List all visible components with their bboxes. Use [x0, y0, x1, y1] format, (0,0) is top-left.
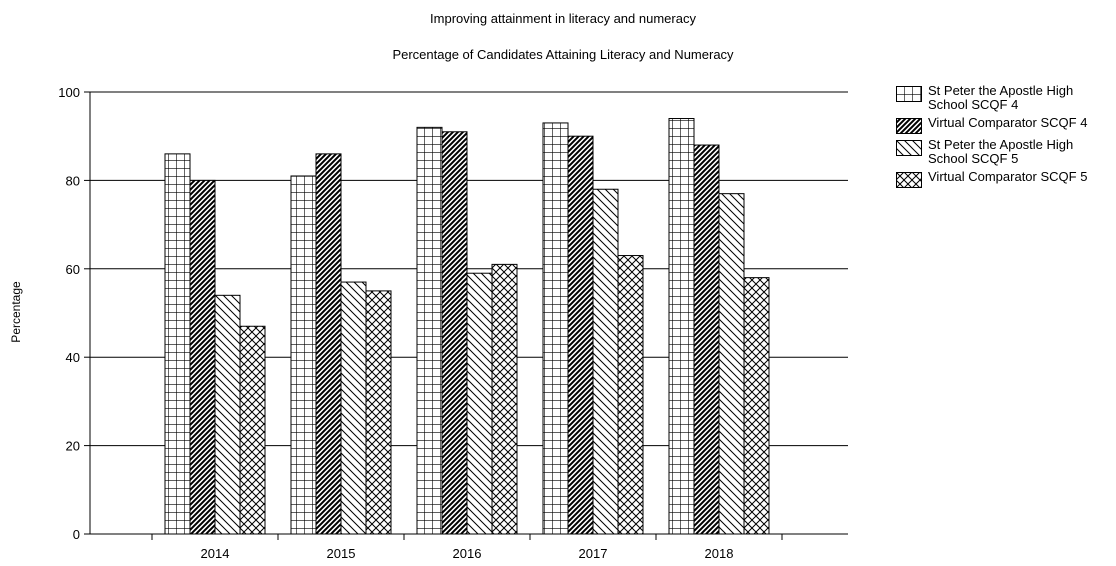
- bar: [693, 144, 720, 535]
- legend-item: St Peter the Apostle High School SCQF 4: [896, 84, 1106, 112]
- legend-label: St Peter the Apostle High School SCQF 4: [928, 83, 1074, 112]
- y-axis-label: Percentage: [9, 281, 23, 343]
- y-tick-label: 0: [73, 527, 80, 542]
- legend-swatch: [896, 172, 922, 188]
- bar: [315, 153, 342, 535]
- y-tick-label: 100: [58, 85, 80, 100]
- legend-swatch: [896, 86, 922, 102]
- y-tick-label: 80: [66, 173, 80, 188]
- y-tick-label: 40: [66, 350, 80, 365]
- x-tick-label: 2018: [705, 546, 734, 561]
- bar: [491, 263, 518, 535]
- legend-swatch: [896, 140, 922, 156]
- bar: [466, 272, 493, 535]
- bar: [214, 294, 241, 535]
- bar: [441, 131, 468, 535]
- legend-item: Virtual Comparator SCQF 4: [896, 116, 1106, 134]
- x-tick-label: 2014: [201, 546, 230, 561]
- x-tick-label: 2016: [453, 546, 482, 561]
- y-tick-label: 20: [66, 439, 80, 454]
- bar: [340, 281, 367, 535]
- y-tick-label: 60: [66, 262, 80, 277]
- bar: [617, 255, 644, 535]
- y-axis: 0 20 40 60 80 100: [58, 85, 91, 542]
- x-tick-label: 2015: [327, 546, 356, 561]
- bar: [416, 126, 443, 535]
- x-tick-label: 2017: [579, 546, 608, 561]
- legend-swatch: [896, 118, 922, 134]
- bar: [239, 325, 266, 535]
- legend-label: Virtual Comparator SCQF 5: [928, 169, 1088, 184]
- bar: [668, 118, 695, 535]
- chart-subtitle: Percentage of Candidates Attaining Liter…: [392, 47, 734, 62]
- bar: [592, 188, 619, 535]
- legend-label: Virtual Comparator SCQF 4: [928, 115, 1088, 130]
- bar: [718, 193, 745, 535]
- bar: [290, 175, 317, 535]
- bar: [567, 135, 594, 535]
- bar: [365, 290, 392, 535]
- bar: [743, 277, 770, 535]
- bar: [189, 179, 216, 535]
- legend-item: Virtual Comparator SCQF 5: [896, 170, 1106, 188]
- bars: [164, 118, 770, 535]
- legend-item: St Peter the Apostle High School SCQF 5: [896, 138, 1106, 166]
- legend: St Peter the Apostle High School SCQF 4 V…: [896, 84, 1106, 192]
- bar: [542, 122, 569, 535]
- x-axis: 2014 2015 2016 2017 2018: [90, 533, 848, 561]
- chart-title: Improving attainment in literacy and num…: [430, 11, 696, 26]
- bar: [164, 153, 191, 535]
- legend-label: St Peter the Apostle High School SCQF 5: [928, 137, 1074, 166]
